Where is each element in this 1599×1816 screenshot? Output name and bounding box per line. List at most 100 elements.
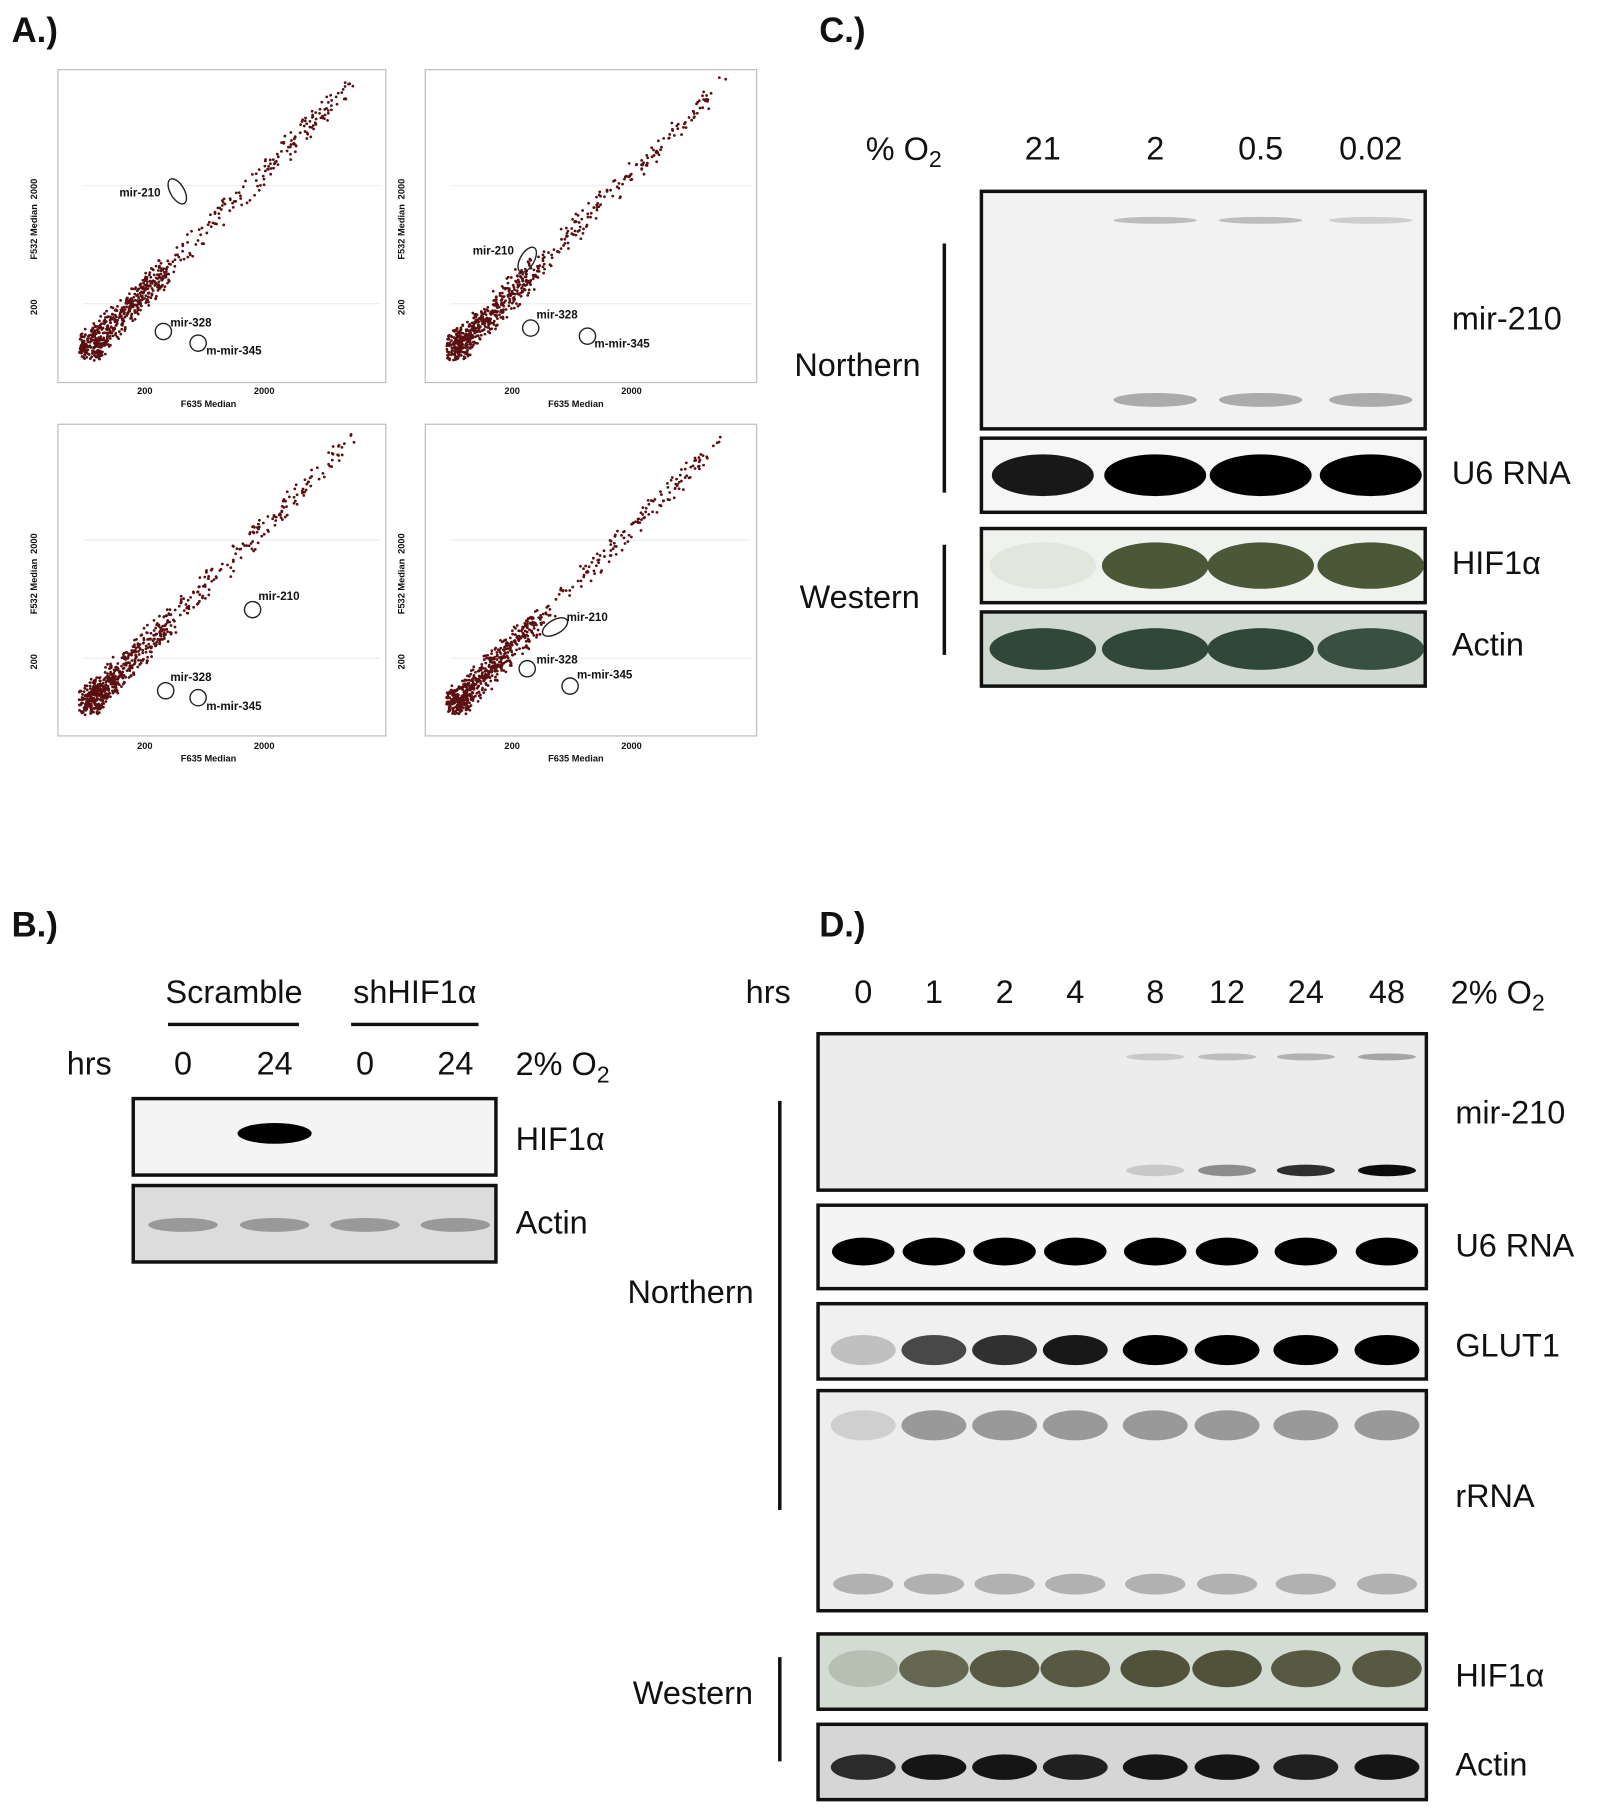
scatter-point [475,677,478,681]
scatter-point [559,586,563,590]
scatter-point [467,684,471,687]
band [1207,542,1314,589]
scatter-point [705,94,708,97]
scatter-point [589,579,593,583]
scatter-point [668,491,672,494]
scatter-point [146,646,150,650]
scatter-point [261,174,265,178]
scatter-point [486,654,490,657]
scatter-point [167,613,171,617]
scatter-point [521,290,524,293]
scatter-point [251,530,255,534]
scatter-point [485,669,489,672]
scatter-point [461,688,465,691]
scatter-point [564,589,568,593]
scatter-point [512,286,516,289]
scatter-point [210,567,214,571]
scatter-point [149,275,153,279]
scatter-point [95,344,99,348]
scatter-point [513,652,517,656]
scatter-point [131,287,135,291]
scatter-point [161,275,165,278]
scatter-point [636,520,640,524]
scatter-point [468,692,472,696]
scatter-point [656,139,660,143]
scatter-point [524,271,528,275]
scatter-point [519,275,523,279]
scatter-point [117,337,121,341]
scatter-point [292,501,296,505]
scatter-point [483,325,487,329]
scatter-point [87,700,91,704]
scatter-point [268,158,272,162]
scatter-point [157,280,161,284]
scatter-point [138,283,142,287]
group-label: Northern [627,1274,753,1310]
scatter-point [128,292,131,296]
scatter-point [465,334,469,338]
blot-label: HIF1α [1455,1658,1544,1694]
band [420,1217,491,1232]
scatter-point [509,642,513,645]
scatter-point [469,697,473,700]
scatter-point [667,137,671,140]
scatter-point [701,94,704,98]
scatter-point [133,309,137,312]
scatter-point [115,690,119,693]
scatter-point [137,296,141,299]
scatter-point [111,685,114,689]
scatter-point [519,291,522,295]
scatter-point [531,631,535,635]
scatter-point [502,286,505,290]
scatter-point [145,282,149,286]
scatter-point [303,130,307,133]
scatter-point [95,676,99,680]
scatter-point [264,158,267,161]
scatter-point [483,332,487,336]
scatter-point [326,119,329,122]
scatter-point [254,179,258,182]
band [1317,628,1425,670]
scatter-point [637,517,641,521]
scatter-point [596,558,600,562]
scatter-point [466,320,469,324]
scatter-point [541,259,545,263]
band [1319,454,1422,497]
group-label: Scramble [166,974,303,1010]
scatter-point [256,184,259,188]
scatter-point [491,666,495,670]
scatter-point [137,643,140,646]
scatter-point [239,194,242,198]
scatter-point [107,692,111,696]
band [828,1650,898,1688]
scatter-point [99,314,103,318]
scatter-point [101,699,105,703]
scatter-point [305,137,309,140]
scatter-point [473,335,477,339]
scatter-point [292,495,296,499]
scatter-point [81,349,85,353]
lane-label: 0 [356,1046,374,1082]
scatter-point [567,247,570,250]
scatter-point [97,355,101,358]
scatter-point [77,698,81,702]
scatter-point [311,115,315,119]
scatter-point [185,606,189,610]
scatter-point [564,226,568,230]
scatter-point [599,194,602,198]
scatter-point [167,278,170,282]
scatter-point [486,673,490,677]
scatter-point [450,339,453,342]
scatter-point [109,670,113,674]
scatter-point [446,694,450,698]
scatter-point [460,354,463,357]
scatter-point [563,241,567,245]
scatter-point [511,283,515,287]
scatter-point [98,686,102,690]
scatter-point [597,561,600,565]
band [1274,1237,1338,1266]
scatter-point [173,264,177,268]
scatter-point [117,330,121,334]
scatter-point [670,121,674,125]
lane-label: 1 [925,974,943,1010]
